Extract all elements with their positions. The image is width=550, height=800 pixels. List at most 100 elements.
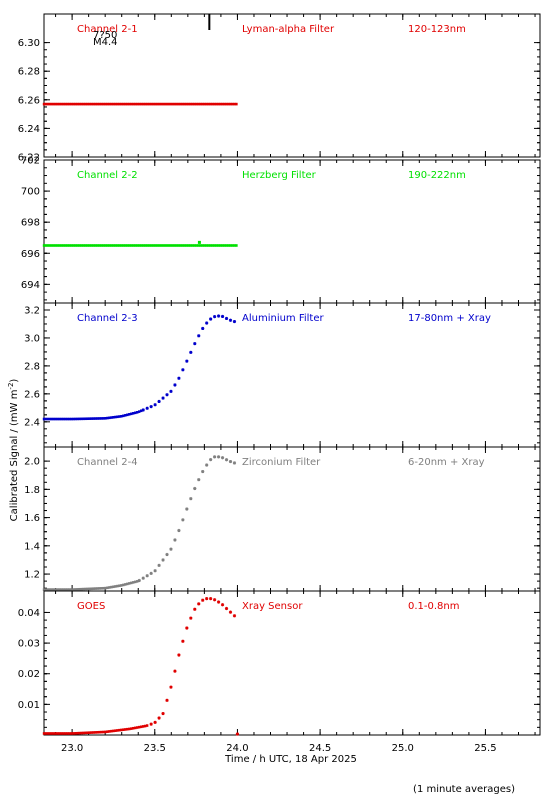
data-point: [100, 244, 103, 247]
data-point: [161, 102, 165, 106]
data-point: [138, 102, 141, 106]
data-point: [213, 244, 216, 247]
data-point: [80, 244, 83, 247]
data-point: [142, 244, 145, 247]
data-point: [44, 732, 48, 735]
data-point: [145, 406, 149, 410]
data-point: [76, 588, 79, 591]
data-point: [153, 720, 157, 724]
data-point: [102, 244, 105, 247]
data-point: [124, 102, 127, 106]
data-point: [116, 729, 119, 732]
data-point: [209, 317, 213, 321]
data-point: [130, 727, 133, 730]
y-tick-label: 1.2: [24, 570, 40, 581]
data-point: [224, 606, 229, 611]
data-point: [74, 588, 77, 591]
data-point: [128, 582, 131, 585]
data-point: [42, 244, 46, 247]
data-point: [207, 244, 210, 247]
data-point: [68, 102, 71, 106]
data-point: [153, 403, 157, 407]
data-point: [100, 587, 103, 590]
data-point: [201, 102, 204, 106]
data-point: [110, 729, 113, 733]
data-point: [72, 588, 75, 591]
data-point: [104, 416, 107, 420]
data-point: [118, 102, 121, 106]
data-point: [90, 587, 93, 591]
data-point: [229, 244, 232, 247]
data-point: [124, 414, 127, 417]
data-point: [76, 731, 79, 735]
x-tick-label: 24.0: [226, 743, 248, 754]
data-point: [86, 417, 89, 421]
data-point: [207, 102, 210, 106]
data-point: [62, 102, 66, 106]
data-point: [66, 588, 70, 591]
data-point: [197, 478, 201, 482]
data-point: [140, 244, 143, 247]
x-tick-label: 23.0: [61, 743, 83, 754]
data-point: [76, 417, 79, 421]
data-point: [199, 102, 202, 106]
data-point: [108, 730, 111, 733]
data-point: [106, 102, 109, 106]
data-point: [106, 730, 109, 733]
data-point: [56, 244, 60, 247]
data-point: [78, 731, 81, 735]
y-tick-label: 0.03: [18, 639, 40, 650]
data-point: [116, 415, 119, 419]
data-point: [138, 244, 141, 247]
data-point: [185, 244, 189, 247]
data-point: [110, 585, 113, 589]
data-point: [201, 598, 205, 602]
y-tick-label: 1.8: [24, 485, 40, 496]
data-point: [219, 244, 222, 247]
data-point: [52, 244, 56, 247]
panel-4: 1.2 1.4 1.6 1.8 2.0 Channel 2-4 Zirconium Filt…: [24, 446, 541, 592]
data-point: [110, 102, 113, 106]
data-point: [203, 244, 206, 247]
data-point: [153, 102, 157, 106]
filter-label: Xray Sensor: [242, 601, 303, 612]
y-tick-label: 702: [21, 156, 40, 167]
data-point: [72, 417, 75, 421]
data-point: [42, 732, 46, 735]
data-point: [46, 244, 50, 247]
data-point: [209, 597, 213, 601]
data-point: [215, 244, 218, 247]
data-point: [136, 244, 139, 247]
data-point: [82, 102, 85, 106]
x-axis-title: Time / h UTC, 18 Apr 2025: [224, 754, 357, 765]
data-point: [205, 463, 209, 467]
data-point: [132, 244, 135, 247]
data-point: [143, 102, 147, 106]
channel-label: GOES: [77, 601, 105, 612]
data-point: [98, 102, 101, 106]
data-point: [233, 244, 236, 247]
y-tick-label: 2.8: [24, 361, 40, 372]
data-point: [78, 244, 81, 247]
data-point: [62, 417, 66, 421]
data-point: [149, 102, 153, 106]
data-point: [120, 244, 123, 247]
data-point: [161, 558, 165, 562]
data-point: [104, 102, 107, 106]
data-point: [100, 730, 103, 734]
data-point: [161, 244, 165, 247]
data-point: [220, 314, 225, 319]
data-point: [134, 411, 137, 415]
data-point: [88, 731, 91, 734]
data-point: [147, 102, 151, 106]
data-point: [96, 417, 99, 420]
data-point: [225, 244, 228, 247]
band-label: 120-123nm: [408, 24, 466, 35]
data-point: [86, 587, 89, 591]
data-point: [86, 102, 89, 106]
data-point: [213, 102, 216, 106]
y-tick-label: 698: [21, 218, 40, 229]
data-point: [122, 414, 125, 418]
data-point: [189, 244, 193, 247]
data-point: [122, 244, 125, 247]
